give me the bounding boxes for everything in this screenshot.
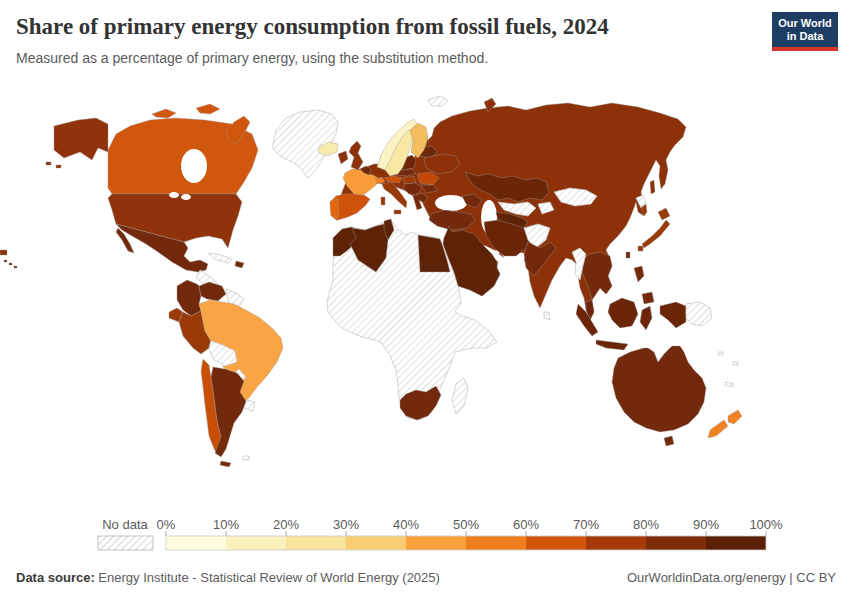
svg-text:50%: 50%: [453, 517, 479, 532]
country-ireland[interactable]: [338, 151, 348, 164]
legend-bin-2[interactable]: [286, 536, 346, 550]
indonesia-west-papua[interactable]: [660, 302, 686, 328]
legend-no-data-label: No data: [102, 517, 148, 532]
svg-text:80%: 80%: [633, 517, 659, 532]
philippines-luzon[interactable]: [634, 266, 644, 282]
pacific-island-2[interactable]: [733, 362, 738, 365]
nz-north-island[interactable]: [728, 410, 742, 424]
hawaii-1[interactable]: [4, 260, 7, 262]
country-canada-arctic-2[interactable]: [196, 104, 220, 114]
great-lakes-2: [181, 194, 191, 200]
sardinia[interactable]: [381, 197, 385, 205]
legend-bin-4[interactable]: [406, 536, 466, 550]
svg-text:90%: 90%: [693, 517, 719, 532]
country-png[interactable]: [686, 302, 712, 326]
logo-line1: Our World: [772, 17, 838, 30]
page-subtitle: Measured as a percentage of primary ener…: [16, 50, 488, 66]
country-madagascar[interactable]: [452, 378, 468, 414]
page-title: Share of primary energy consumption from…: [16, 14, 609, 40]
pacific-island-1[interactable]: [718, 352, 723, 355]
tasmania[interactable]: [664, 436, 674, 446]
svg-text:100%: 100%: [749, 517, 783, 532]
country-cuba[interactable]: [208, 253, 232, 263]
footer-source-text: Energy Institute - Statistical Review of…: [95, 570, 440, 585]
hudson-bay: [181, 149, 207, 183]
country-uk[interactable]: [349, 141, 363, 170]
great-lakes-1: [169, 192, 179, 198]
legend-bin-8[interactable]: [646, 536, 706, 550]
svg-text:60%: 60%: [513, 517, 539, 532]
country-japan-hokkaido[interactable]: [658, 208, 670, 220]
legend-tick-labels: 0% 10% 20% 30% 40% 50% 60% 70% 80% 90% 1…: [157, 517, 783, 532]
logo-line2: in Data: [772, 30, 838, 43]
country-japan-kyushu[interactable]: [638, 246, 643, 251]
svalbard[interactable]: [428, 96, 448, 106]
legend-bin-3[interactable]: [346, 536, 406, 550]
footer-source-label: Data source:: [16, 570, 95, 585]
legend-no-data-swatch[interactable]: [98, 536, 153, 550]
country-canada-arctic-1[interactable]: [152, 109, 176, 118]
svg-text:20%: 20%: [273, 517, 299, 532]
legend-bin-7[interactable]: [586, 536, 646, 550]
country-portugal[interactable]: [330, 197, 339, 219]
aleutians-1[interactable]: [46, 162, 51, 165]
country-taiwan[interactable]: [626, 252, 630, 258]
indonesia-sulawesi[interactable]: [640, 306, 652, 330]
world-map: [0, 90, 850, 514]
footer-link[interactable]: OurWorldinData.org/energy | CC BY: [627, 570, 836, 585]
legend-color-bar: [166, 536, 766, 550]
country-australia[interactable]: [612, 346, 706, 432]
indonesia-borneo[interactable]: [608, 298, 638, 328]
legend-bin-6[interactable]: [526, 536, 586, 550]
svg-text:40%: 40%: [393, 517, 419, 532]
region-tierra-del-fuego[interactable]: [220, 461, 231, 467]
svg-text:10%: 10%: [213, 517, 239, 532]
country-venezuela[interactable]: [199, 282, 226, 301]
legend-bin-5[interactable]: [466, 536, 526, 550]
legend-bin-1[interactable]: [226, 536, 286, 550]
hawaii-3[interactable]: [14, 266, 17, 268]
philippines-mindanao[interactable]: [642, 292, 654, 304]
svg-text:30%: 30%: [333, 517, 359, 532]
svg-text:70%: 70%: [573, 517, 599, 532]
owid-logo[interactable]: Our World in Data: [772, 12, 838, 51]
aleutians-2[interactable]: [56, 165, 61, 168]
chukotka-wrap: [0, 250, 7, 255]
country-sri-lanka[interactable]: [544, 312, 550, 320]
legend-bin-0[interactable]: [166, 536, 226, 550]
country-japan-honshu[interactable]: [642, 220, 670, 248]
svg-text:0%: 0%: [157, 517, 176, 532]
hawaii-2[interactable]: [9, 263, 12, 265]
owid-chart: { "header": { "title": "Share of primary…: [0, 0, 850, 600]
black-sea: [435, 195, 467, 211]
country-alaska[interactable]: [54, 118, 108, 160]
legend-bin-9[interactable]: [706, 536, 766, 550]
sicily[interactable]: [394, 210, 401, 214]
new-caledonia[interactable]: [725, 382, 734, 387]
nz-south-island[interactable]: [708, 420, 728, 438]
country-hispaniola[interactable]: [235, 261, 244, 268]
footer-source: Data source: Energy Institute - Statisti…: [16, 570, 440, 585]
sakhalin[interactable]: [650, 180, 655, 194]
indonesia-java[interactable]: [596, 340, 628, 350]
map-legend: No data 0% 10% 20% 30% 40% 50% 60% 70% 8…: [0, 515, 850, 557]
falkland-islands[interactable]: [243, 456, 249, 460]
